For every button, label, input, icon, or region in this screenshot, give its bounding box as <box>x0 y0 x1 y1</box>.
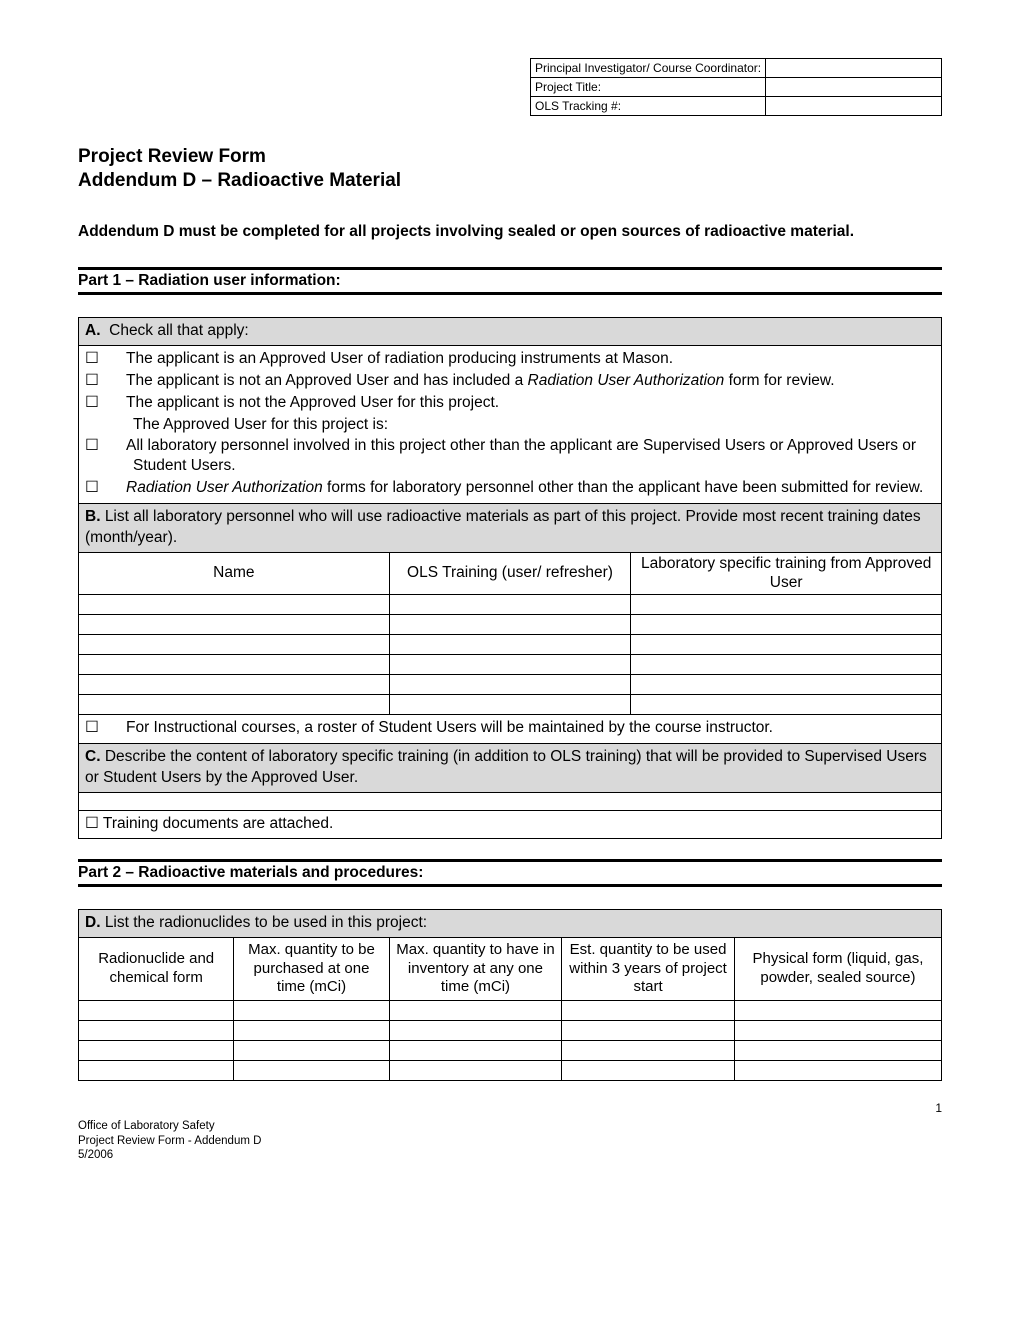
intro-text: Addendum D must be completed for all pro… <box>78 222 942 243</box>
col-radionuclide: Radionuclide and chemical form <box>79 937 234 1000</box>
title-block: Project Review Form Addendum D – Radioac… <box>78 146 942 192</box>
part2-table: D. List the radionuclides to be used in … <box>78 909 942 1081</box>
col-physical-form: Physical form (liquid, gas, powder, seal… <box>734 937 941 1000</box>
pi-label: Principal Investigator/ Course Coordinat… <box>531 59 766 78</box>
col-ols: OLS Training (user/ refresher) <box>389 553 631 595</box>
radionuclide-headers: Radionuclide and chemical form Max. quan… <box>79 937 942 1000</box>
checkbox-icon: ☐ <box>109 371 126 392</box>
personnel-row[interactable] <box>79 655 942 675</box>
radionuclide-row[interactable] <box>79 1041 942 1061</box>
col-name: Name <box>79 553 390 595</box>
project-title-value[interactable] <box>766 78 942 97</box>
checkbox-icon: ☐ <box>109 436 126 457</box>
personnel-row[interactable] <box>79 695 942 715</box>
checkbox-item-3[interactable]: ☐The applicant is not the Approved User … <box>85 393 935 414</box>
col-est-3yr: Est. quantity to be used within 3 years … <box>562 937 735 1000</box>
form-title-1: Project Review Form <box>78 146 942 168</box>
checkbox-item-2[interactable]: ☐The applicant is not an Approved User a… <box>85 371 935 392</box>
pi-value[interactable] <box>766 59 942 78</box>
header-info-box: Principal Investigator/ Course Coordinat… <box>530 58 942 116</box>
project-title-label: Project Title: <box>531 78 766 97</box>
personnel-row[interactable] <box>79 595 942 615</box>
radionuclide-row[interactable] <box>79 1021 942 1041</box>
checkbox-training[interactable]: ☐ <box>85 815 103 832</box>
section-d-header: D. List the radionuclides to be used in … <box>79 910 942 938</box>
tracking-label: OLS Tracking #: <box>531 97 766 116</box>
section-a-items: ☐The applicant is an Approved User of ra… <box>79 345 942 503</box>
personnel-headers: Name OLS Training (user/ refresher) Labo… <box>79 553 942 595</box>
radionuclide-row[interactable] <box>79 1001 942 1021</box>
col-max-inventory: Max. quantity to have in inventory at an… <box>389 937 562 1000</box>
checkbox-icon: ☐ <box>109 393 126 414</box>
part1-header: Part 1 – Radiation user information: <box>78 267 942 295</box>
checkbox-icon: ☐ <box>109 349 126 370</box>
footer-line3: 5/2006 <box>78 1148 942 1162</box>
checkbox-roster[interactable]: ☐For Instructional courses, a roster of … <box>85 718 935 739</box>
col-max-purchase: Max. quantity to be purchased at one tim… <box>234 937 389 1000</box>
checkbox-item-5[interactable]: ☐Radiation User Authorization forms for … <box>85 478 935 499</box>
footer-line1: Office of Laboratory Safety <box>78 1119 942 1133</box>
roster-note-row: ☐For Instructional courses, a roster of … <box>79 715 942 744</box>
checkbox-item-4[interactable]: ☐All laboratory personnel involved in th… <box>85 436 935 478</box>
checkbox-icon: ☐ <box>109 478 126 499</box>
checkbox-item-1[interactable]: ☐The applicant is an Approved User of ra… <box>85 349 935 370</box>
part2-header: Part 2 – Radioactive materials and proce… <box>78 859 942 887</box>
personnel-row[interactable] <box>79 615 942 635</box>
part1-table: A. Check all that apply: ☐The applicant … <box>78 317 942 839</box>
tracking-value[interactable] <box>766 97 942 116</box>
footer-line2: Project Review Form - Addendum D <box>78 1134 942 1148</box>
page-number: 1 <box>78 1101 942 1115</box>
training-attached-row: ☐ Training documents are attached. <box>79 811 942 839</box>
radionuclide-row[interactable] <box>79 1061 942 1081</box>
checkbox-icon: ☐ <box>109 718 126 739</box>
personnel-row[interactable] <box>79 635 942 655</box>
footer: Office of Laboratory Safety Project Revi… <box>78 1119 942 1162</box>
personnel-row[interactable] <box>79 675 942 695</box>
section-b-header: B. List all laboratory personnel who wil… <box>79 504 942 553</box>
section-a-header: A. Check all that apply: <box>79 317 942 345</box>
form-title-2: Addendum D – Radioactive Material <box>78 170 942 192</box>
col-lab-training: Laboratory specific training from Approv… <box>631 553 942 595</box>
section-c-input[interactable] <box>79 793 942 811</box>
section-c-header: C. Describe the content of laboratory sp… <box>79 744 942 793</box>
item3-sub: The Approved User for this project is: <box>85 415 935 436</box>
